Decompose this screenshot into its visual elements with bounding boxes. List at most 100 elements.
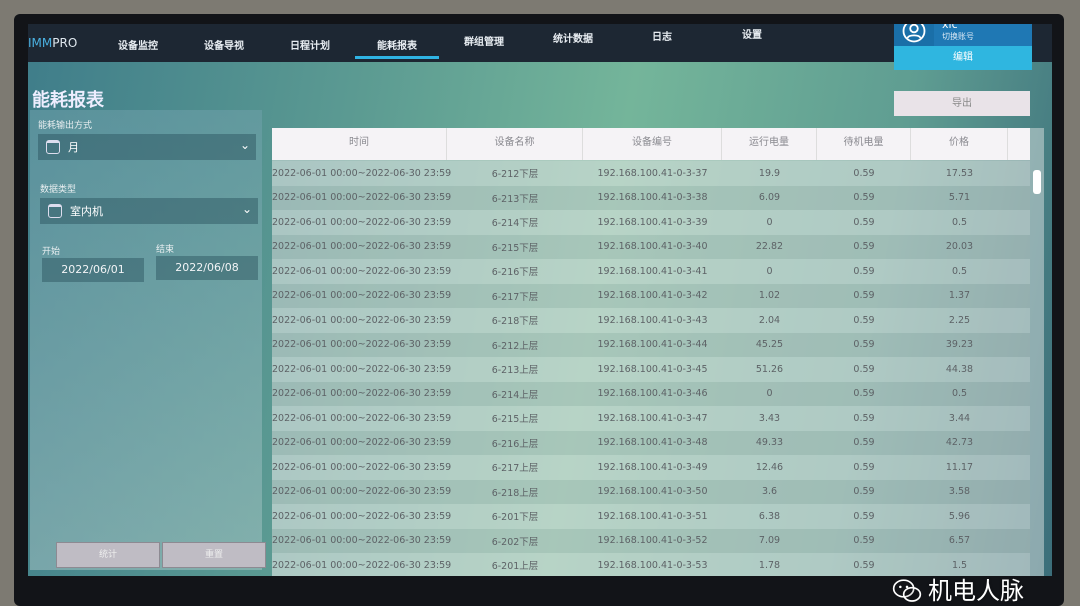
nav-device-monitor[interactable]: 设备监控 (118, 41, 158, 52)
data-type-label: 数据类型 (40, 185, 77, 195)
nav-settings[interactable]: 设置 (742, 30, 762, 41)
cell-time: 2022-06-01 00:00~2022-06-30 23:59 (272, 265, 452, 277)
table-row[interactable]: 2022-06-01 00:00~2022-06-30 23:59 6-213上层… (272, 357, 1030, 382)
vertical-scrollbar[interactable] (1030, 128, 1044, 576)
app-window: IMMPRO 设备监控 设备导视 日程计划 能耗报表 群组管理 统计数据 日志 … (28, 24, 1052, 576)
user-name: xlc (942, 24, 958, 31)
table-row[interactable]: 2022-06-01 00:00~2022-06-30 23:59 6-214上层… (272, 381, 1030, 406)
col-time[interactable]: 时间 (272, 128, 447, 160)
cell-run-power: 0 (766, 265, 773, 277)
reset-button[interactable]: 重置 (162, 542, 266, 568)
end-date-input[interactable]: 2022/06/08 (156, 256, 258, 280)
cell-price: 1.5 (951, 559, 968, 571)
table-row[interactable]: 2022-06-01 00:00~2022-06-30 23:59 6-201上层… (272, 553, 1030, 576)
cell-price: 6.57 (948, 535, 971, 547)
cell-price: 5.96 (948, 510, 971, 522)
end-label: 结束 (156, 245, 175, 255)
table-row[interactable]: 2022-06-01 00:00~2022-06-30 23:59 6-214下层… (272, 210, 1030, 235)
cell-device-id: 192.168.100.41-0-3-43 (597, 314, 708, 326)
table-row[interactable]: 2022-06-01 00:00~2022-06-30 23:59 6-212下层… (272, 161, 1030, 186)
cell-price: 1.37 (948, 290, 971, 302)
cell-standby-power: 0.59 (853, 241, 875, 253)
cell-standby-power: 0.59 (853, 437, 875, 449)
cell-device-name: 6-218下层 (491, 316, 539, 328)
cell-price: 17.53 (945, 167, 974, 179)
table-row[interactable]: 2022-06-01 00:00~2022-06-30 23:59 6-201下层… (272, 504, 1030, 529)
cell-run-power: 3.43 (758, 412, 781, 424)
cell-price: 0.5 (951, 216, 968, 228)
table-row[interactable]: 2022-06-01 00:00~2022-06-30 23:59 6-215上层… (272, 406, 1030, 431)
export-button[interactable]: 导出 (894, 91, 1030, 116)
table-row[interactable]: 2022-06-01 00:00~2022-06-30 23:59 6-218下层… (272, 308, 1030, 333)
page-title: 能耗报表 (32, 90, 104, 111)
table-row[interactable]: 2022-06-01 00:00~2022-06-30 23:59 6-202下层… (272, 528, 1030, 553)
cell-run-power: 6.09 (758, 192, 781, 204)
start-date-input[interactable]: 2022/06/01 (42, 258, 144, 282)
output-mode-value: 月 (68, 141, 79, 154)
nav-schedule[interactable]: 日程计划 (290, 41, 330, 52)
cell-price: 0.5 (951, 388, 968, 400)
cell-time: 2022-06-01 00:00~2022-06-30 23:59 (272, 290, 452, 302)
output-mode-select[interactable]: 月 ⌄ (38, 134, 256, 160)
table-row[interactable]: 2022-06-01 00:00~2022-06-30 23:59 6-217上层… (272, 455, 1030, 480)
cell-price: 3.44 (948, 412, 971, 424)
switch-account-link[interactable]: 切换账号 (942, 32, 974, 41)
cell-time: 2022-06-01 00:00~2022-06-30 23:59 (272, 339, 452, 351)
cell-run-power: 22.82 (755, 241, 784, 253)
cell-device-name: 6-217下层 (491, 291, 539, 303)
cell-standby-power: 0.59 (853, 216, 875, 228)
data-type-select[interactable]: 室内机 ⌄ (40, 198, 258, 224)
chevron-down-icon: ⌄ (241, 202, 252, 216)
cell-device-id: 192.168.100.41-0-3-48 (597, 437, 708, 449)
cell-device-id: 192.168.100.41-0-3-51 (597, 510, 708, 522)
cell-time: 2022-06-01 00:00~2022-06-30 23:59 (272, 314, 452, 326)
cell-device-id: 192.168.100.41-0-3-45 (597, 363, 708, 375)
cell-price: 5.71 (948, 192, 971, 204)
cell-device-name: 6-215上层 (491, 414, 539, 426)
nav-device-guide[interactable]: 设备导视 (204, 41, 244, 52)
cell-price: 20.03 (945, 241, 974, 253)
col-price[interactable]: 价格 (911, 128, 1008, 160)
table-row[interactable]: 2022-06-01 00:00~2022-06-30 23:59 6-216上层… (272, 430, 1030, 455)
nav-log[interactable]: 日志 (652, 32, 672, 43)
table-row[interactable]: 2022-06-01 00:00~2022-06-30 23:59 6-212上层… (272, 332, 1030, 357)
cell-standby-power: 0.59 (853, 363, 875, 375)
cell-standby-power: 0.59 (853, 167, 875, 179)
top-nav: IMMPRO 设备监控 设备导视 日程计划 能耗报表 群组管理 统计数据 日志 … (28, 24, 1052, 62)
cell-run-power: 0 (766, 216, 773, 228)
table-row[interactable]: 2022-06-01 00:00~2022-06-30 23:59 6-217下层… (272, 283, 1030, 308)
cell-time: 2022-06-01 00:00~2022-06-30 23:59 (272, 412, 452, 424)
edit-button[interactable]: 编辑 (894, 46, 1032, 70)
cell-standby-power: 0.59 (853, 461, 875, 473)
stat-button[interactable]: 统计 (56, 542, 160, 568)
nav-group-management[interactable]: 群组管理 (464, 37, 504, 48)
col-run-power[interactable]: 运行电量 (722, 128, 817, 160)
col-device-id[interactable]: 设备编号 (583, 128, 722, 160)
indoor-unit-icon (48, 204, 62, 218)
cell-price: 11.17 (945, 461, 974, 473)
scroll-thumb[interactable] (1033, 170, 1041, 194)
cell-device-name: 6-216上层 (491, 438, 539, 450)
cell-time: 2022-06-01 00:00~2022-06-30 23:59 (272, 363, 452, 375)
nav-energy-report[interactable]: 能耗报表 (355, 37, 439, 59)
nav-statistics[interactable]: 统计数据 (553, 34, 593, 45)
cell-time: 2022-06-01 00:00~2022-06-30 23:59 (272, 486, 452, 498)
cell-time: 2022-06-01 00:00~2022-06-30 23:59 (272, 559, 452, 571)
cell-device-id: 192.168.100.41-0-3-49 (597, 461, 708, 473)
table-row[interactable]: 2022-06-01 00:00~2022-06-30 23:59 6-215下层… (272, 234, 1030, 259)
cell-time: 2022-06-01 00:00~2022-06-30 23:59 (272, 167, 452, 179)
cell-time: 2022-06-01 00:00~2022-06-30 23:59 (272, 241, 452, 253)
table-row[interactable]: 2022-06-01 00:00~2022-06-30 23:59 6-213下层… (272, 185, 1030, 210)
table-row[interactable]: 2022-06-01 00:00~2022-06-30 23:59 6-216下层… (272, 259, 1030, 284)
cell-device-id: 192.168.100.41-0-3-42 (597, 290, 708, 302)
cell-device-name: 6-217上层 (491, 463, 539, 475)
cell-time: 2022-06-01 00:00~2022-06-30 23:59 (272, 192, 452, 204)
cell-standby-power: 0.59 (853, 265, 875, 277)
output-mode-label: 能耗输出方式 (38, 121, 93, 131)
table-row[interactable]: 2022-06-01 00:00~2022-06-30 23:59 6-218上层… (272, 479, 1030, 504)
chevron-down-icon: ⌄ (239, 138, 250, 152)
cell-device-id: 192.168.100.41-0-3-40 (597, 241, 708, 253)
col-standby-power[interactable]: 待机电量 (817, 128, 911, 160)
col-device-name[interactable]: 设备名称 (447, 128, 583, 160)
cell-run-power: 0 (766, 388, 773, 400)
